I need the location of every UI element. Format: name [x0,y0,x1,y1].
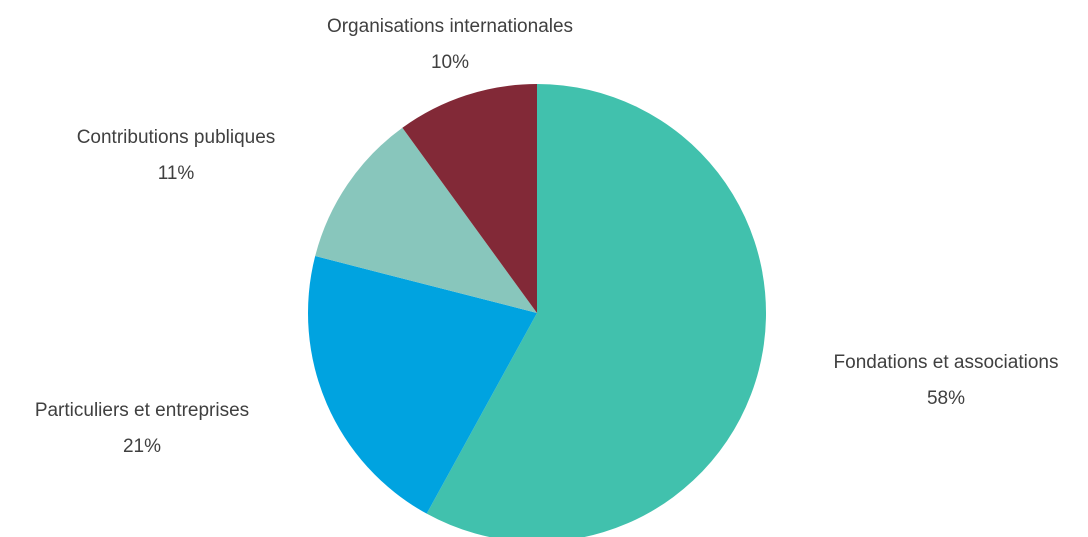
pie-slice-fondations-et-associations [426,84,767,537]
slice-label-organisations-internationales: Organisations internationales [327,16,573,37]
pie-labels: Fondations et associations 58% Particulier… [35,16,1059,457]
slice-label-fondations-et-associations: Fondations et associations [834,352,1059,373]
pie-slices [307,84,767,537]
slice-label-contributions-publiques: Contributions publiques [77,127,276,148]
slice-value-fondations-et-associations: 58% [927,388,965,409]
slice-value-organisations-internationales: 10% [431,52,469,73]
pie-slice-contributions-publiques [315,127,537,314]
slice-label-particuliers-et-entreprises: Particuliers et entreprises [35,400,249,421]
pie-slice-organisations-internationales [402,84,537,313]
slice-value-particuliers-et-entreprises: 21% [123,436,161,457]
slice-value-contributions-publiques: 11% [158,163,195,184]
pie-slice-particuliers-et-entreprises [307,256,537,514]
